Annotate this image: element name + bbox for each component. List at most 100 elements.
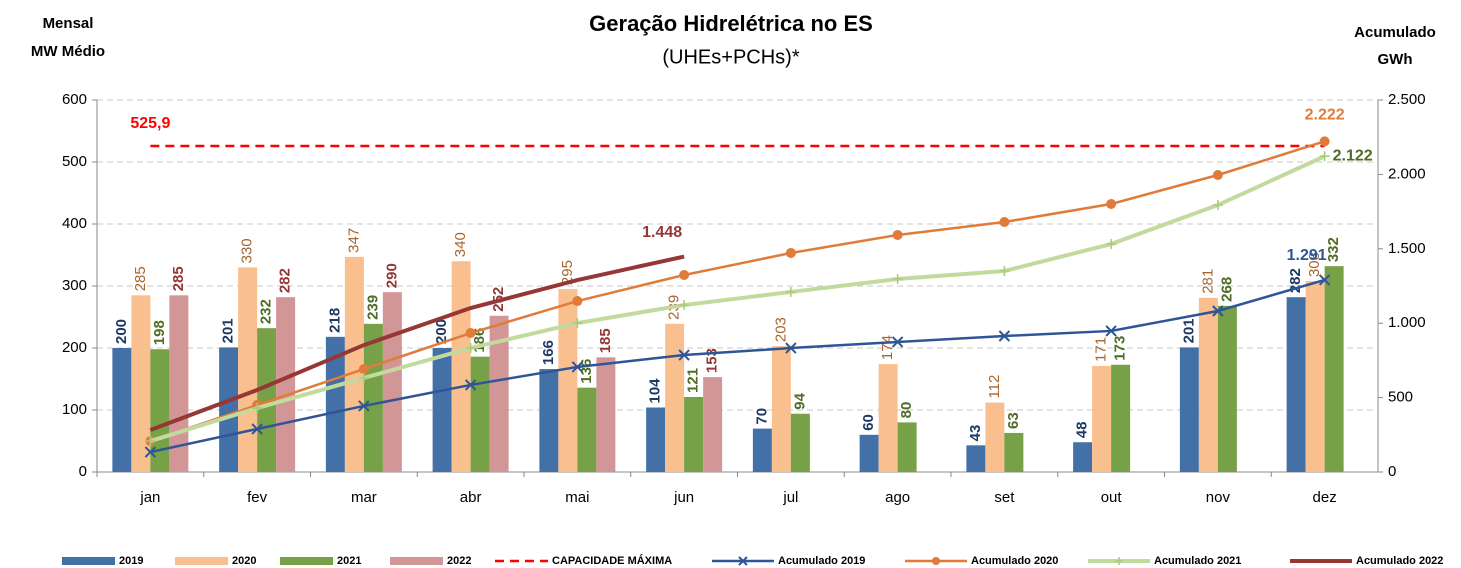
bar-label: 171 [1093,337,1110,362]
bar [470,356,490,472]
bar-label: 112 [986,375,1003,399]
line-marker [145,436,156,447]
bar [219,347,239,472]
bar [432,348,452,472]
bar [539,369,559,472]
line-marker [1105,325,1117,337]
legend-marker [932,557,940,565]
chart-title: Geração Hidrelétrica no ES [589,11,873,36]
bar-label: 330 [239,238,256,263]
bar-label: 295 [559,260,576,285]
bar-label: 104 [647,378,664,404]
line-marker [1212,200,1223,211]
bar-label: 203 [772,317,789,342]
y-axis-label: Mensal [43,15,94,32]
bar [238,267,258,472]
line-marker [785,247,796,258]
bar-label: 166 [540,340,557,365]
bar [596,357,616,472]
bar [382,292,402,472]
x-tick-label: dez [1313,489,1337,506]
line-value-label: 1.448 [642,224,682,241]
bar-label: 340 [452,232,469,257]
bar [577,387,597,472]
bar-label: 282 [277,268,294,293]
bar-label: 121 [685,368,702,393]
bar-label: 198 [151,320,168,345]
x-tick-label: jan [139,489,160,506]
bar [897,422,917,472]
legend-swatch [280,557,333,565]
y-tick-label: 400 [62,215,87,232]
legend-label: Acumulado 2019 [778,555,865,567]
line-marker [999,217,1010,228]
bar-label: 285 [170,266,187,291]
x-tick-label: jul [782,489,798,506]
y2-tick-label: 2.000 [1388,165,1426,182]
bar-label: 94 [791,392,808,409]
legend-label: Acumulado 2020 [971,555,1058,567]
line-marker [785,286,796,297]
bar [1092,365,1112,472]
bar [363,323,383,472]
bar [859,434,879,472]
bar [489,315,509,472]
line-marker [1106,239,1117,250]
x-tick-label: set [994,489,1015,506]
line-marker [465,328,476,339]
y-tick-label: 600 [62,91,87,108]
bar [169,295,189,472]
line-marker [999,265,1010,276]
legend-swatch [175,557,228,565]
line-marker [358,400,370,412]
line-marker [464,379,477,391]
line-marker [679,269,690,280]
legend-label: 2019 [119,555,143,567]
line-marker [1212,169,1223,180]
y-tick-label: 300 [62,277,87,294]
x-tick-label: jun [673,489,694,506]
y2-tick-label: 1.500 [1388,240,1426,257]
y-tick-label: 200 [62,339,87,356]
line-marker [571,361,584,373]
bar [1004,432,1024,472]
bar [966,445,986,472]
bar [1179,347,1199,472]
line-marker [252,403,263,414]
y2-axis-label: Acumulado [1354,24,1436,41]
y2-tick-label: 1.000 [1388,314,1426,331]
accumulated-line [149,254,685,432]
bar [1217,305,1237,472]
bar-label: 232 [258,299,275,324]
bar-label: 43 [967,425,984,442]
bar [985,402,1005,472]
line-marker [1319,151,1330,162]
line-marker [679,300,690,311]
bar [1286,297,1306,472]
line-marker [892,274,903,285]
x-tick-label: abr [460,489,482,506]
accumulated-line [150,278,1325,454]
bar [558,289,578,472]
bar-label: 80 [898,402,915,419]
bar [1324,266,1344,472]
line-value-label: 2.222 [1305,107,1345,124]
bar-label: 173 [1112,336,1129,361]
line-marker [251,423,263,435]
bar [1073,442,1093,472]
legend-swatch [62,557,115,565]
accumulated-line [149,140,1326,443]
line-marker [1318,274,1331,286]
y2-tick-label: 2.500 [1388,91,1426,108]
bar-label: 200 [433,319,450,344]
bar [665,323,685,472]
x-tick-label: ago [885,489,910,506]
y-tick-label: 100 [62,401,87,418]
line-marker [891,336,904,348]
line-marker [1212,305,1224,317]
bar-label: 268 [1218,277,1235,302]
bar [684,396,704,472]
line-marker [1319,136,1330,147]
x-tick-label: mar [351,489,377,506]
